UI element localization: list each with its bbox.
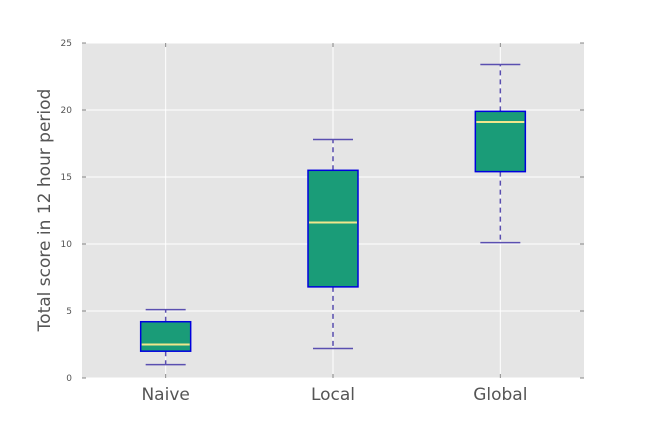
box-local — [307, 138, 359, 350]
x-category-label: Global — [473, 385, 527, 405]
x-category-label: Naive — [141, 385, 189, 405]
y-tick-label: 0 — [66, 374, 72, 384]
y-tick-label: 5 — [66, 307, 72, 317]
x-categories-group: Naive Local Global — [141, 385, 527, 405]
y-tick-label: 15 — [61, 173, 72, 183]
iqr-box — [474, 110, 527, 173]
box-global — [474, 63, 527, 244]
iqr-box — [307, 169, 359, 288]
boxes-group — [139, 63, 527, 366]
box-naive — [139, 308, 192, 366]
y-tick-label: 10 — [61, 240, 73, 250]
y-tick-label: 25 — [61, 39, 72, 49]
y-axis-title: Total score in 12 hour period — [35, 89, 55, 333]
y-ticks-group: 0 5 10 15 20 25 — [61, 39, 584, 384]
x-category-label: Local — [311, 385, 355, 405]
y-tick-label: 20 — [61, 106, 73, 116]
iqr-box — [139, 320, 192, 352]
